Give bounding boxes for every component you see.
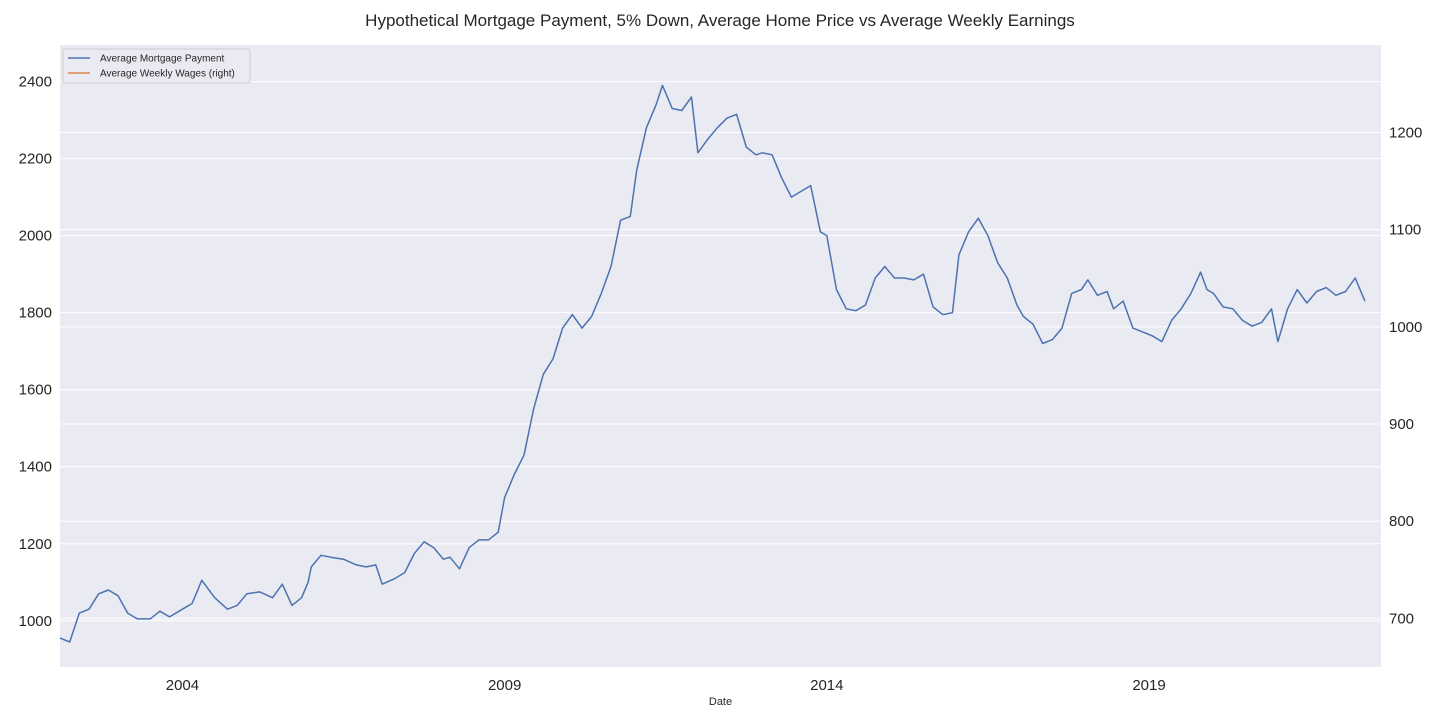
y-left-tick-label: 1000 [19, 613, 52, 630]
y-right-tick-label: 1000 [1389, 319, 1422, 336]
x-tick-label: 2014 [810, 677, 843, 694]
x-tick-label: 2009 [488, 677, 521, 694]
y-left-tick-label: 1200 [19, 536, 52, 553]
series-line-0 [59, 84, 1366, 643]
y-right-tick-label: 1100 [1389, 222, 1421, 239]
y-right-tick-label: 900 [1389, 416, 1414, 433]
y-right-tick-label: 700 [1389, 610, 1414, 627]
y-right-tick-label: 1200 [1389, 124, 1422, 141]
y-left-tick-label: 1600 [19, 382, 52, 399]
y-left-tick-label: 1400 [19, 459, 52, 476]
legend-label: Average Weekly Wages (right) [100, 69, 235, 80]
chart-title: Hypothetical Mortgage Payment, 5% Down, … [365, 11, 1075, 30]
legend-box [62, 48, 251, 84]
plot-area [60, 45, 1381, 667]
y-left-tick-label: 1800 [19, 305, 52, 322]
x-tick-label: 2019 [1132, 677, 1165, 694]
y-left-tick-label: 2200 [19, 151, 52, 168]
x-tick-label: 2004 [166, 677, 199, 694]
y-left-tick-label: 2000 [19, 228, 52, 245]
y-left-tick-label: 2400 [19, 74, 52, 91]
y-right-tick-label: 800 [1389, 513, 1414, 530]
legend-label: Average Mortgage Payment [100, 54, 225, 65]
x-axis-label: Date [709, 696, 732, 708]
